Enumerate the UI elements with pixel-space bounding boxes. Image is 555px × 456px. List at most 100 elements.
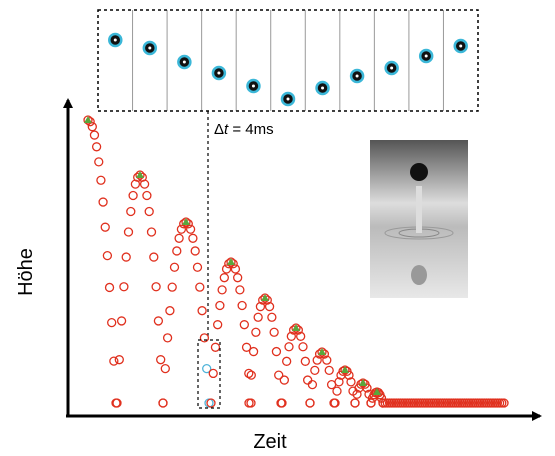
peak-marker [227, 258, 235, 265]
frame-glint [148, 46, 152, 50]
trajectory-point [312, 355, 322, 365]
trajectory-point [362, 383, 372, 393]
trajectory-point [253, 312, 263, 322]
frame-glint [390, 66, 394, 70]
trajectory-point [192, 262, 203, 272]
delta: Δ [214, 121, 224, 138]
peak-marker [341, 366, 349, 373]
trajectory-point [139, 179, 150, 189]
trajectory-point [244, 398, 254, 408]
trajectory-point [248, 346, 259, 357]
trajectory-point [233, 273, 243, 283]
trajectory-point [128, 190, 138, 201]
trajectory-point [195, 282, 205, 292]
trajectory-point [158, 398, 168, 408]
trajectory-point [334, 377, 344, 387]
trajectory-point [119, 282, 129, 292]
frame-glint [251, 84, 255, 88]
trajectory-point [102, 250, 113, 261]
trajectory-point [251, 327, 261, 337]
trajectory-point [107, 317, 117, 328]
trajectory-point [284, 342, 294, 352]
trajectory-point [104, 282, 115, 293]
y-axis-label: Höhe [15, 248, 37, 296]
trajectory-point [98, 197, 108, 207]
trajectory-point [346, 377, 356, 387]
trajectory-point [237, 300, 247, 311]
trajectory-point [267, 312, 277, 322]
trajectory-point [121, 252, 131, 262]
trajectory-point [298, 342, 308, 352]
trajectory-point [279, 375, 289, 385]
trajectory-point [185, 224, 196, 234]
trajectory-point [172, 246, 182, 256]
peak-marker [261, 294, 269, 301]
trajectory-point [142, 190, 152, 201]
trajectory-point [332, 386, 342, 396]
trajectory-point [112, 398, 122, 408]
trajectory-point [151, 282, 161, 292]
frame-glint [355, 74, 359, 78]
trajectory-point [165, 306, 175, 316]
trajectory-point [156, 355, 166, 365]
trajectory-point [241, 342, 252, 352]
frame-glint [182, 60, 186, 64]
trajectory-point [324, 365, 334, 376]
trajectory-point [310, 365, 320, 376]
trajectory-point [126, 206, 136, 217]
trajectory-point [307, 379, 318, 390]
frame-glint [459, 44, 463, 48]
trajectory-point [199, 333, 210, 343]
peak-marker [84, 116, 92, 123]
trajectory-point [114, 355, 124, 365]
highlight-point [202, 363, 212, 374]
trajectory-point [215, 300, 225, 311]
trajectory-point [286, 331, 296, 341]
trajectory-point [169, 262, 180, 272]
trajectory-point [277, 398, 287, 408]
trajectory-point [350, 398, 360, 408]
peak-marker [182, 218, 190, 225]
trajectory-point [239, 320, 249, 330]
trajectory-point [221, 264, 232, 274]
trajectory-point [91, 142, 102, 152]
photo [370, 140, 468, 298]
trajectory-point [208, 368, 218, 379]
peak-marker [359, 379, 367, 386]
trajectory-point [206, 398, 216, 408]
trajectory-point [89, 130, 100, 140]
trajectory-point [303, 375, 313, 385]
trajectory-point [499, 398, 509, 408]
trajectory-point [296, 331, 306, 341]
trajectory-point [87, 122, 97, 132]
trajectory-point [190, 246, 200, 256]
trajectory-point [217, 285, 227, 295]
trajectory-point [264, 301, 275, 312]
trajectory-point [230, 264, 241, 274]
trajectory-point [246, 370, 256, 380]
delta-t-label: Δt = 4ms [214, 121, 274, 138]
trajectory-point [188, 233, 198, 243]
trajectory-point [235, 285, 245, 295]
trajectory-point [176, 224, 187, 234]
trajectory-point [146, 227, 157, 237]
trajectory-point [210, 342, 221, 352]
trajectory-point [352, 389, 362, 399]
frame-glint [217, 71, 221, 75]
frame-strip [108, 10, 468, 111]
trajectory-point [322, 355, 332, 365]
peak-marker [373, 388, 381, 395]
variable: t [224, 121, 229, 138]
trajectory-point [269, 327, 279, 337]
trajectory-point [96, 175, 106, 185]
trajectory-point [255, 301, 266, 312]
trajectory-point [162, 333, 173, 343]
trajectory-point [366, 398, 376, 408]
highlight-box [197, 339, 221, 409]
trajectory-point [330, 398, 340, 408]
trajectory-point [123, 227, 134, 237]
trajectory-point [282, 356, 292, 366]
trajectory-point [144, 206, 154, 217]
trajectory-point [244, 368, 254, 379]
trajectory-point [271, 346, 282, 357]
